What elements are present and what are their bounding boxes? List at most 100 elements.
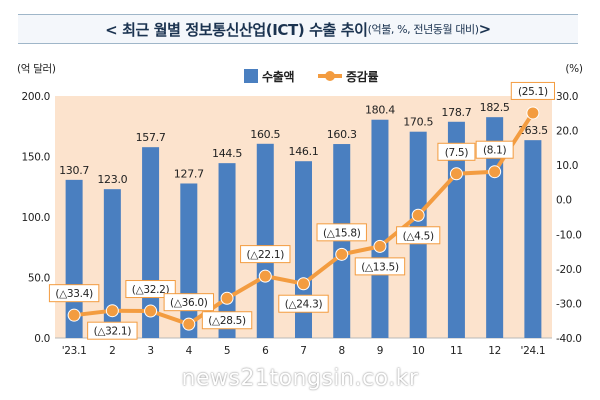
bar-value-label: 123.0 xyxy=(97,173,127,186)
x-tick-label: 10 xyxy=(412,345,425,357)
x-tick-label: 5 xyxy=(224,345,230,357)
label-box xyxy=(510,81,555,100)
x-tick-label: 7 xyxy=(300,345,306,357)
line-value-label: (△32.2) xyxy=(132,284,170,296)
line-value-label-box: (△15.8) xyxy=(316,223,367,242)
x-tick-label: 2 xyxy=(109,345,115,357)
line-value-label-box: (△28.5) xyxy=(201,311,253,330)
line-value-label: (△33.4) xyxy=(55,288,93,300)
bar xyxy=(371,119,389,338)
line-value-label: (△13.5) xyxy=(361,261,399,273)
line-value-label-box: (△4.5) xyxy=(396,226,441,245)
line-value-label: (△22.1) xyxy=(246,249,284,261)
line-value-label-box: (△33.4) xyxy=(48,284,100,303)
line-point xyxy=(258,269,272,283)
bar xyxy=(524,140,542,338)
bar xyxy=(103,189,121,338)
line-point xyxy=(335,247,349,261)
label-box xyxy=(278,294,329,313)
y-left-tick-label: 0.0 xyxy=(34,333,50,345)
line-value-label: (△28.5) xyxy=(208,315,246,327)
y-right-tick-label: -40.0 xyxy=(556,333,582,345)
label-box xyxy=(48,284,100,303)
x-tick-label: '23.1 xyxy=(62,345,87,357)
bar-value-label: 160.5 xyxy=(250,128,280,141)
line-point xyxy=(297,277,310,291)
title-main: < 최근 월별 정보통신산업(ICT) 수출 추이 xyxy=(105,20,368,39)
label-box xyxy=(240,245,291,264)
line-value-label: (△36.0) xyxy=(170,297,208,309)
line-value-label-box: (7.5) xyxy=(437,142,476,161)
line-value-label-box: (8.1) xyxy=(475,140,514,159)
y-left-axis-label: (억 달러) xyxy=(17,63,56,75)
bar-value-label: 180.4 xyxy=(365,104,395,117)
legend-swatch-export xyxy=(244,69,258,83)
line-point xyxy=(67,308,81,322)
bar-value-label: 157.7 xyxy=(136,131,166,144)
y-right-tick-label: 0.0 xyxy=(556,195,572,207)
bar-value-label: 170.5 xyxy=(403,116,433,129)
line-point xyxy=(182,317,196,331)
y-right-tick-label: -30.0 xyxy=(556,298,582,310)
label-box xyxy=(354,257,406,276)
line-value-label-box: (△36.0) xyxy=(163,293,215,312)
line-value-label: (25.1) xyxy=(518,86,548,98)
x-tick-label: 3 xyxy=(147,345,153,357)
y-right-tick-label: 20.0 xyxy=(556,126,578,138)
legend-label-export: 수출액 xyxy=(262,69,294,84)
line-value-label: (△32.1) xyxy=(94,326,132,338)
legend-label-rate: 증감률 xyxy=(346,69,378,84)
y-left-tick-label: 100.0 xyxy=(21,212,50,224)
label-box xyxy=(396,226,441,245)
x-tick-label: 4 xyxy=(186,345,193,357)
bar-value-label: 144.5 xyxy=(212,147,242,160)
bar xyxy=(180,183,198,338)
line-value-label: (△4.5) xyxy=(403,230,434,242)
line-value-label-box: (△22.1) xyxy=(240,245,291,264)
label-box xyxy=(316,223,367,242)
y-right-axis-label: (%) xyxy=(565,63,582,75)
line-point xyxy=(526,106,540,120)
label-box xyxy=(201,311,253,330)
bar-value-label: 130.7 xyxy=(59,164,89,177)
y-left-tick-label: 150.0 xyxy=(21,152,50,164)
y-right-tick-label: -20.0 xyxy=(556,264,582,276)
legend-marker-rate xyxy=(325,71,335,81)
label-box xyxy=(87,321,138,340)
x-tick-label: 12 xyxy=(488,345,501,357)
line-value-label-box: (△32.1) xyxy=(87,321,138,340)
y-right-tick-label: 10.0 xyxy=(556,160,578,172)
label-box xyxy=(163,293,215,312)
bar-value-label: 178.7 xyxy=(441,106,471,119)
line-value-label: (△24.3) xyxy=(285,299,323,311)
line-value-label-box: (25.1) xyxy=(510,81,555,100)
line-value-label: (△15.8) xyxy=(323,227,361,239)
line-point xyxy=(488,165,502,179)
line-value-label: (7.5) xyxy=(445,147,469,159)
bar-value-label: 160.3 xyxy=(327,128,357,141)
line-value-label-box: (△32.2) xyxy=(125,280,176,299)
bar-value-label: 146.1 xyxy=(289,145,319,158)
chart-title: < 최근 월별 정보통신산업(ICT) 수출 추이 (억불, %, 전년동월 대… xyxy=(18,14,578,44)
watermark: news21tongsin.co.kr xyxy=(181,366,419,391)
bar xyxy=(256,143,274,338)
title-end: > xyxy=(478,20,492,38)
x-tick-label: 6 xyxy=(262,345,269,357)
bar-value-label: 182.5 xyxy=(480,101,510,114)
line-value-label-box: (△13.5) xyxy=(354,257,406,276)
line-value-label-box: (△24.3) xyxy=(278,294,329,313)
label-box xyxy=(125,280,176,299)
label-box xyxy=(475,140,514,159)
y-right-tick-label: -10.0 xyxy=(556,229,582,241)
line-point xyxy=(373,239,387,253)
bar-value-label: 127.7 xyxy=(174,167,204,180)
x-tick-label: 8 xyxy=(339,345,345,357)
line-value-label: (8.1) xyxy=(483,145,507,157)
line-point xyxy=(144,304,158,318)
label-box xyxy=(437,142,476,161)
line-point xyxy=(411,208,425,222)
x-tick-label: '24.1 xyxy=(521,345,546,357)
line-point xyxy=(105,304,119,318)
